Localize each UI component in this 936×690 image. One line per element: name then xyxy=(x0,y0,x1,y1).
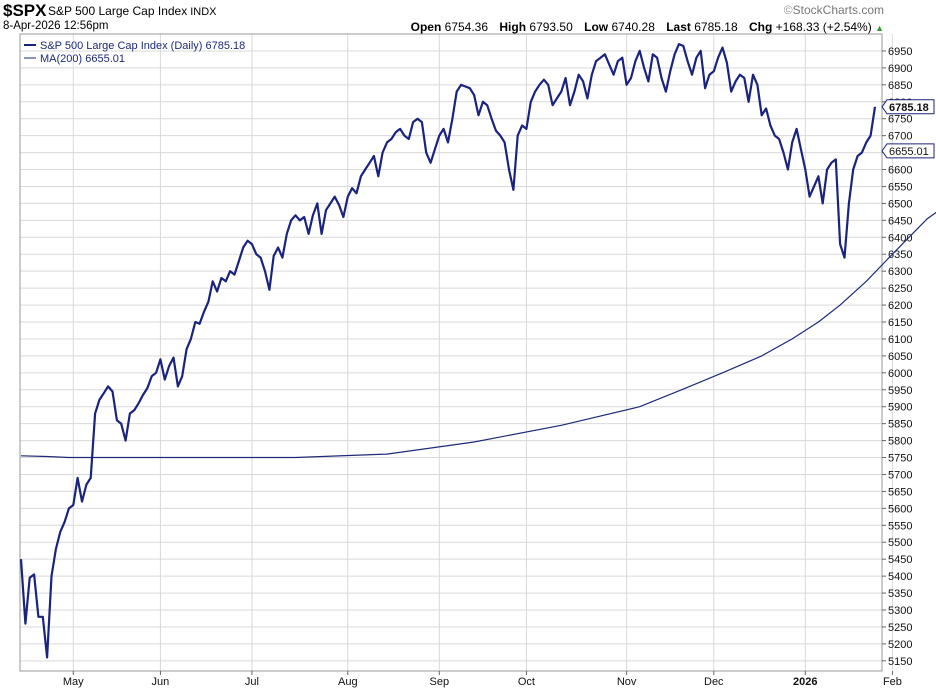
high-label: High xyxy=(499,20,527,34)
y-tick-label: 5250 xyxy=(888,622,912,634)
y-tick-label: 5800 xyxy=(888,436,912,448)
y-tick-label: 5850 xyxy=(888,419,912,431)
y-tick-label: 6150 xyxy=(888,317,912,329)
x-tick-label: May xyxy=(63,676,84,688)
copyright-icon: © xyxy=(783,3,793,17)
last-value: 6785.18 xyxy=(694,20,738,34)
y-tick-label: 5150 xyxy=(888,656,912,668)
chg-value: +168.33 (+2.54%) xyxy=(775,20,872,34)
plot-frame xyxy=(19,33,883,672)
high-value: 6793.50 xyxy=(529,20,573,34)
ticker-symbol: $SPX xyxy=(3,1,47,20)
last-price-tag: 6785.18 xyxy=(881,99,935,115)
y-tick-label: 5600 xyxy=(888,503,912,515)
y-tick-label: 5900 xyxy=(888,402,912,414)
y-tick-label: 6750 xyxy=(888,114,912,126)
x-tick-label: Dec xyxy=(704,676,724,688)
y-tick-label: 5500 xyxy=(888,537,912,549)
y-tick-label: 5700 xyxy=(888,469,912,481)
x-tick-label: Aug xyxy=(338,676,358,688)
last-price-tag-text: 6785.18 xyxy=(889,102,929,114)
chg-label: Chg xyxy=(748,20,773,34)
ma200-tag: 6655.01 xyxy=(881,143,935,159)
index-name-text: S&P 500 Large Cap Index xyxy=(48,4,188,18)
open-label: Open xyxy=(410,20,442,34)
legend: S&P 500 Large Cap Index (Daily) 6785.18 … xyxy=(24,40,245,65)
y-tick-label: 5300 xyxy=(888,605,912,617)
x-tick-label: Oct xyxy=(518,676,535,688)
x-tick-label: Jun xyxy=(152,676,170,688)
y-tick-label: 6500 xyxy=(888,198,912,210)
series-layer xyxy=(19,43,936,659)
x-tick-label: 2026 xyxy=(793,676,817,688)
brand-watermark: ©StockCharts.com xyxy=(784,3,884,17)
y-tick-label: 5750 xyxy=(888,453,912,465)
y-tick-label: 6700 xyxy=(888,131,912,143)
y-tick-label: 6600 xyxy=(888,165,912,177)
y-tick-label: 5400 xyxy=(888,571,912,583)
y-tick-label: 5650 xyxy=(888,486,912,498)
quote-date: 8-Apr-2026 12:56pm xyxy=(3,20,109,32)
grid-lines xyxy=(20,34,893,671)
triangle-up-icon: ▲ xyxy=(875,23,884,33)
ma200-tag-text: 6655.01 xyxy=(889,146,929,158)
x-tick-label: Sep xyxy=(429,676,449,688)
y-tick-label: 6950 xyxy=(888,46,912,58)
ma200-line xyxy=(20,211,936,459)
y-tick-label: 6000 xyxy=(888,368,912,380)
brand-text: StockCharts.com xyxy=(792,3,884,17)
last-value-tags: 6785.18 6655.01 xyxy=(881,99,935,159)
y-tick-label: 6100 xyxy=(888,334,912,346)
price-line xyxy=(19,43,877,659)
legend-ma-label: MA(200) 6655.01 xyxy=(40,53,125,65)
y-tick-label: 5350 xyxy=(888,588,912,600)
low-value: 6740.28 xyxy=(611,20,655,34)
x-tick-label: Nov xyxy=(617,676,637,688)
y-tick-label: 6450 xyxy=(888,215,912,227)
y-tick-label: 6250 xyxy=(888,283,912,295)
y-tick-label: 5450 xyxy=(888,554,912,566)
y-axis-ticks: 5150 5200 5250 5300 5350 5400 5450 5500 5550 5600… xyxy=(882,46,912,668)
index-name: S&P 500 Large Cap Index INDX xyxy=(48,4,217,18)
low-label: Low xyxy=(584,20,609,34)
y-tick-label: 6200 xyxy=(888,300,912,312)
y-tick-label: 6300 xyxy=(888,266,912,278)
x-tick-label: Jul xyxy=(245,676,259,688)
y-tick-label: 6900 xyxy=(888,63,912,75)
x-tick-label: Feb xyxy=(883,676,902,688)
x-axis-ticks: MayJunJulAugSepOctNovDec2026FebMarApr xyxy=(63,671,902,688)
y-tick-label: 6050 xyxy=(888,351,912,363)
legend-price-label: S&P 500 Large Cap Index (Daily) 6785.18 xyxy=(40,40,245,52)
y-tick-label: 6850 xyxy=(888,80,912,92)
y-tick-label: 6400 xyxy=(888,232,912,244)
y-tick-label: 5550 xyxy=(888,520,912,532)
y-tick-label: 5950 xyxy=(888,385,912,397)
exchange-label: INDX xyxy=(190,6,217,18)
y-tick-label: 5200 xyxy=(888,639,912,651)
y-tick-label: 6550 xyxy=(888,181,912,193)
last-label: Last xyxy=(666,20,691,34)
open-value: 6754.36 xyxy=(444,20,489,34)
quote-summary: Open 6754.36 High 6793.50 Low 6740.28 La… xyxy=(411,20,884,34)
